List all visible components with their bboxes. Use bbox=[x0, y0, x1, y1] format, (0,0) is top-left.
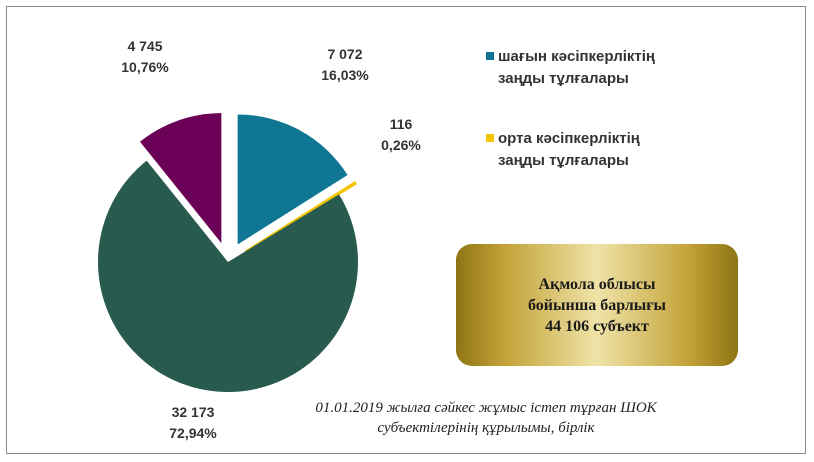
label-medium-business: 116 0,26% bbox=[366, 114, 436, 156]
label-large-slice: 32 173 72,94% bbox=[148, 402, 238, 444]
caption-line2: субъектілерінің құрылымы, бірлік bbox=[377, 420, 595, 436]
slice-large bbox=[97, 160, 358, 393]
caption-line1: 01.01.2019 жылға сәйкес жұмыс істеп тұрғ… bbox=[315, 400, 657, 416]
label-small-business-count: 7 072 bbox=[327, 46, 363, 62]
label-purple-slice: 4 745 10,76% bbox=[100, 36, 190, 78]
legend-small-business-line2: заңды тұлғалары bbox=[498, 70, 629, 87]
legend-medium-business-line2: заңды тұлғалары bbox=[498, 152, 629, 169]
legend-item-small-business: шағын кәсіпкерліктің заңды тұлғалары bbox=[486, 46, 655, 90]
total-box: Ақмола облысы бойынша барлығы 44 106 суб… bbox=[456, 244, 738, 366]
legend-swatch-medium-business bbox=[486, 134, 494, 142]
legend-item-medium-business: орта кәсіпкерліктің заңды тұлғалары bbox=[486, 128, 640, 172]
slice-purple bbox=[140, 113, 222, 244]
total-box-line2: бойынша барлығы bbox=[528, 296, 666, 314]
label-purple-slice-percent: 10,76% bbox=[121, 59, 169, 75]
total-box-line1: Ақмола облысы bbox=[538, 275, 656, 293]
label-medium-business-count: 116 bbox=[389, 116, 413, 132]
label-medium-business-percent: 0,26% bbox=[381, 137, 421, 153]
legend-small-business-line1: шағын кәсіпкерліктің bbox=[498, 48, 655, 65]
legend-swatch-small-business bbox=[486, 52, 494, 60]
label-small-business-percent: 16,03% bbox=[321, 67, 369, 83]
slice-small-business bbox=[237, 114, 348, 245]
chart-caption: 01.01.2019 жылға сәйкес жұмыс істеп тұрғ… bbox=[270, 398, 702, 438]
label-small-business: 7 072 16,03% bbox=[300, 44, 390, 86]
label-purple-slice-count: 4 745 bbox=[127, 38, 163, 54]
label-large-slice-count: 32 173 bbox=[171, 404, 215, 420]
total-box-line3: 44 106 субъект bbox=[545, 317, 649, 335]
label-large-slice-percent: 72,94% bbox=[169, 425, 217, 441]
legend-medium-business-line1: орта кәсіпкерліктің bbox=[498, 130, 640, 147]
slice-medium-business bbox=[244, 180, 358, 253]
